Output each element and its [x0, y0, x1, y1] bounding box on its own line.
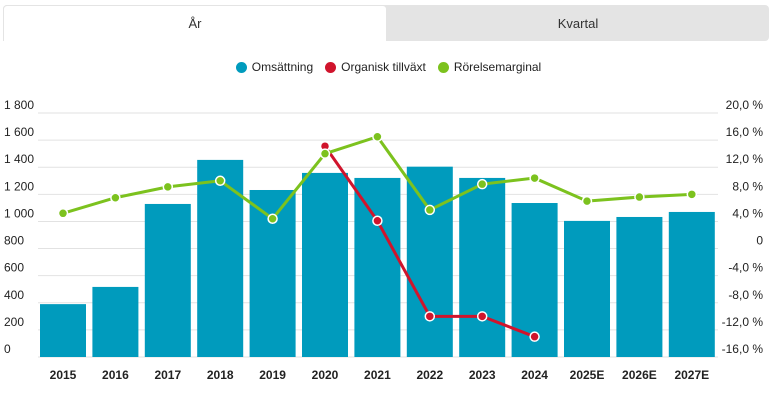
- x-axis-tick: 2021: [364, 368, 391, 382]
- data-point: [529, 172, 540, 184]
- bar-2018: [197, 159, 244, 357]
- data-point: [110, 192, 121, 203]
- x-axis-tick: 2024: [521, 368, 548, 382]
- right-axis-tick: -8,0 %: [728, 288, 763, 302]
- data-point: [267, 213, 278, 224]
- chart-legend: Omsättning Organisk tillväxt Rörelsemarg…: [0, 60, 777, 74]
- bar-2015: [40, 304, 86, 357]
- right-axis-tick: 12,0 %: [726, 152, 764, 166]
- tab-quarter[interactable]: Kvartal: [557, 15, 599, 31]
- left-axis-tick: 200: [4, 315, 24, 329]
- bar-2016: [92, 286, 139, 357]
- right-axis-tick: -12,0 %: [722, 315, 764, 329]
- data-point: [57, 208, 69, 219]
- period-tabs: År Kvartal: [3, 5, 769, 41]
- legend-label: Rörelsemarginal: [453, 60, 542, 74]
- x-axis-tick: 2017: [154, 368, 181, 382]
- left-axis-tick: 800: [4, 234, 24, 248]
- right-axis-tick: 8,0 %: [732, 179, 763, 193]
- x-axis-tick: 2020: [312, 368, 339, 382]
- left-axis-tick: 1 200: [4, 179, 34, 193]
- legend-dot: [325, 61, 337, 73]
- legend-item-organic-growth[interactable]: Organisk tillväxt: [325, 60, 426, 74]
- legend-item-operating-margin[interactable]: Rörelsemarginal: [437, 60, 542, 74]
- left-axis-tick: 1 600: [4, 125, 34, 139]
- bar-2020: [302, 172, 348, 357]
- bar-2023: [459, 177, 506, 357]
- data-point: [372, 131, 383, 142]
- x-axis-tick: 2018: [207, 368, 234, 382]
- data-point: [581, 195, 593, 207]
- data-point: [424, 204, 436, 216]
- bar-2026E: [616, 216, 663, 357]
- bar-2022: [406, 166, 453, 357]
- x-axis-tick: 2016: [102, 368, 129, 382]
- legend-item-revenue[interactable]: Omsättning: [235, 60, 314, 74]
- left-axis-tick: 400: [4, 288, 24, 302]
- data-point: [476, 178, 488, 190]
- x-axis-tick: 2022: [416, 368, 443, 382]
- legend-dot: [235, 61, 247, 73]
- left-axis-tick: 1 800: [4, 98, 34, 112]
- x-axis-tick: 2027E: [674, 368, 709, 382]
- legend-label: Omsättning: [251, 60, 314, 74]
- bar-2027E: [668, 211, 715, 357]
- right-axis-tick: 4,0 %: [732, 206, 763, 220]
- data-point: [529, 331, 540, 342]
- x-axis-tick: 2019: [259, 368, 286, 382]
- bar-2021: [354, 177, 401, 357]
- x-axis-tick: 2026E: [622, 368, 657, 382]
- right-axis-tick: 20,0 %: [726, 98, 764, 112]
- x-axis-tick: 2015: [50, 368, 77, 382]
- tab-year[interactable]: År: [3, 5, 387, 41]
- data-point: [319, 148, 331, 159]
- data-point: [372, 215, 383, 227]
- right-axis-tick: -16,0 %: [722, 342, 764, 356]
- x-axis-tick: 2023: [469, 368, 496, 382]
- x-axis-tick: 2025E: [570, 368, 605, 382]
- bar-2017: [144, 203, 191, 357]
- left-axis-tick: 1 000: [4, 206, 34, 220]
- left-axis-tick: 600: [4, 261, 24, 275]
- data-point: [162, 181, 174, 193]
- data-point: [686, 189, 698, 200]
- right-axis-tick: 0: [756, 234, 763, 248]
- data-point: [214, 175, 226, 187]
- data-point: [424, 311, 436, 322]
- left-axis-tick: 0: [4, 342, 11, 356]
- data-point: [476, 311, 488, 322]
- legend-label: Organisk tillväxt: [341, 60, 426, 74]
- bar-2025E: [564, 220, 610, 357]
- right-axis-tick: -4,0 %: [728, 261, 763, 275]
- right-axis-tick: 16,0 %: [726, 125, 764, 139]
- data-point: [634, 191, 645, 203]
- legend-dot: [437, 61, 449, 73]
- left-axis-tick: 1 400: [4, 152, 34, 166]
